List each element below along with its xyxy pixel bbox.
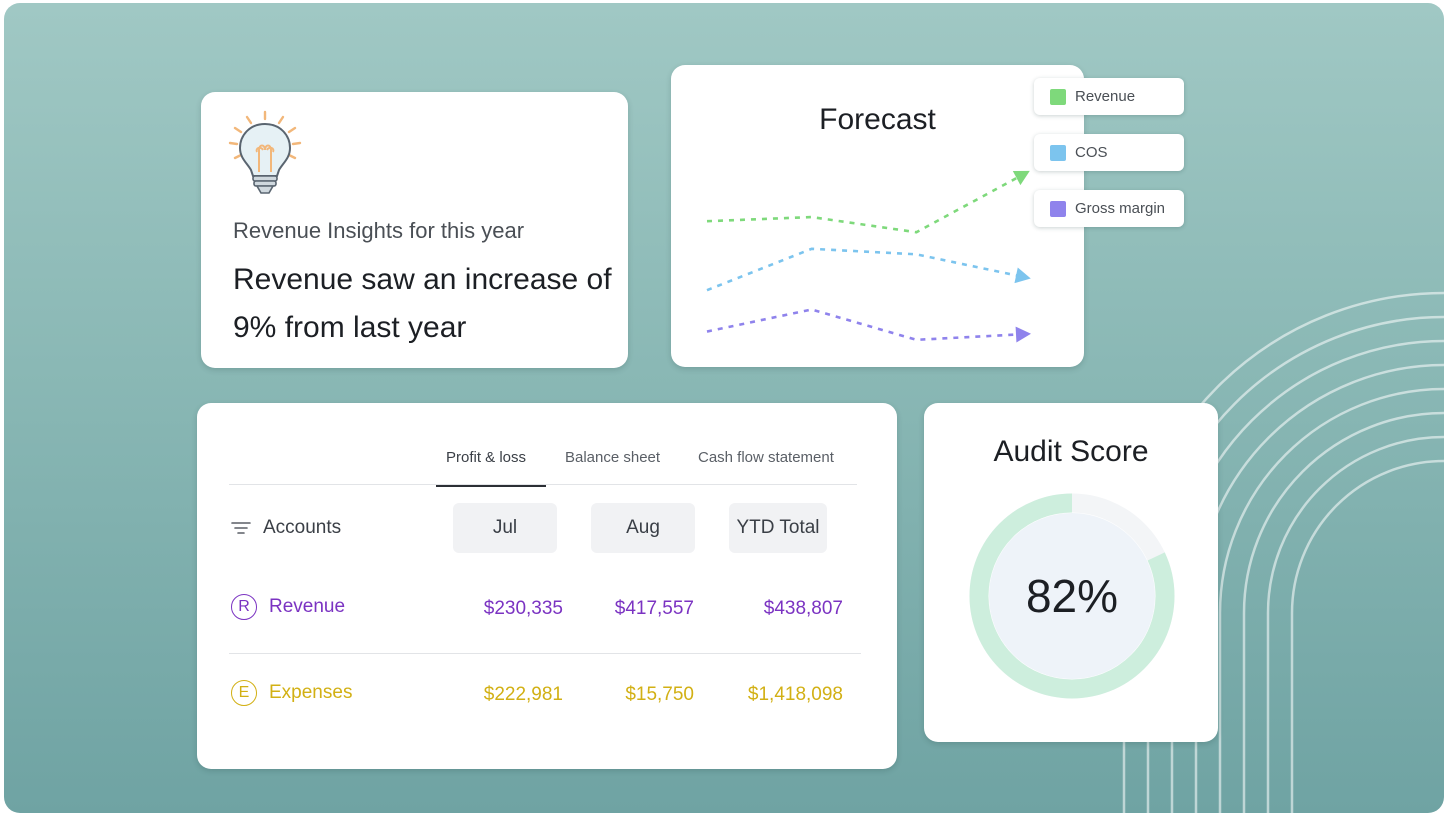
audit-score-ring xyxy=(969,493,1175,699)
revenue-badge: R xyxy=(231,594,257,620)
accounts-header[interactable]: Accounts xyxy=(231,517,341,539)
expenses-ytd-value: $1,418,098 xyxy=(747,684,843,705)
accounts-label: Accounts xyxy=(263,517,342,538)
expenses-badge: E xyxy=(231,680,257,706)
tab-cash-flow-statement-label: Cash flow statement xyxy=(698,449,834,466)
background-canvas: Revenue Insights for this year Revenue s… xyxy=(4,3,1444,813)
series-arrow-revenue xyxy=(1012,170,1030,186)
expenses-jul-value: $222,981 xyxy=(483,684,563,705)
tab-balance-sheet-label: Balance sheet xyxy=(565,449,661,466)
legend-swatch-revenue xyxy=(1050,88,1066,105)
revenue-jul-value: $230,335 xyxy=(483,598,563,619)
legend-swatch-gross-margin xyxy=(1050,200,1066,217)
expenses-label: Expenses xyxy=(269,682,353,703)
financial-statement-card: Profit & loss Balance sheet Cash flow st… xyxy=(197,403,897,769)
legend-label-cos: COS xyxy=(1075,144,1108,161)
forecast-card: Forecast xyxy=(671,65,1084,367)
series-line-gross-margin xyxy=(706,308,1022,342)
column-header-aug-label: Aug xyxy=(626,517,660,538)
column-header-jul[interactable]: Jul xyxy=(453,503,557,553)
revenue-label: Revenue xyxy=(269,596,346,617)
forecast-chart xyxy=(706,170,1031,343)
tab-balance-sheet[interactable]: Balance sheet xyxy=(565,449,660,485)
tabs-divider xyxy=(229,484,857,485)
lightbulb-icon xyxy=(228,110,302,194)
series-arrow-cos xyxy=(1014,267,1031,284)
legend-swatch-cos xyxy=(1050,144,1066,161)
tab-cash-flow-statement[interactable]: Cash flow statement xyxy=(698,449,834,485)
audit-score-card: Audit Score 82% xyxy=(924,403,1218,742)
audit-ring-center xyxy=(989,513,1155,679)
revenue-ytd-value: $438,807 xyxy=(763,598,843,619)
legend-item-gross-margin[interactable]: Gross margin xyxy=(1034,190,1184,227)
filter-icon xyxy=(231,522,251,534)
column-header-ytd-total[interactable]: YTD Total xyxy=(729,503,827,553)
audit-ring-progress xyxy=(969,493,1175,699)
insight-subtitle: Revenue Insights for this year xyxy=(233,218,525,243)
tab-profit-loss[interactable]: Profit & loss xyxy=(436,439,546,487)
column-header-jul-label: Jul xyxy=(492,517,518,538)
expenses-aug-value: $15,750 xyxy=(625,684,694,705)
audit-title: Audit Score xyxy=(993,435,1149,468)
series-line-revenue xyxy=(706,174,1022,234)
revenue-aug-value: $417,557 xyxy=(614,598,694,619)
series-line-cos xyxy=(706,247,1022,292)
table-row-expenses-label[interactable]: E Expenses xyxy=(231,680,352,706)
legend-label-gross-margin: Gross margin xyxy=(1075,200,1166,217)
column-header-aug[interactable]: Aug xyxy=(591,503,695,553)
tab-profit-loss-label: Profit & loss xyxy=(446,449,527,466)
series-arrow-gross-margin xyxy=(1015,326,1031,343)
legend-item-cos[interactable]: COS xyxy=(1034,134,1184,171)
column-header-ytd-total-label: YTD Total xyxy=(736,517,820,538)
revenue-insight-card: Revenue Insights for this year Revenue s… xyxy=(201,92,628,368)
forecast-title: Forecast xyxy=(819,103,936,136)
audit-score-value: 82% xyxy=(1025,570,1119,622)
legend-label-revenue: Revenue xyxy=(1075,88,1136,105)
table-row-revenue-label[interactable]: R Revenue xyxy=(231,594,345,620)
insight-headline: Revenue saw an increase of 9% from last … xyxy=(233,263,612,344)
row-divider xyxy=(229,653,861,654)
legend-item-revenue[interactable]: Revenue xyxy=(1034,78,1184,115)
